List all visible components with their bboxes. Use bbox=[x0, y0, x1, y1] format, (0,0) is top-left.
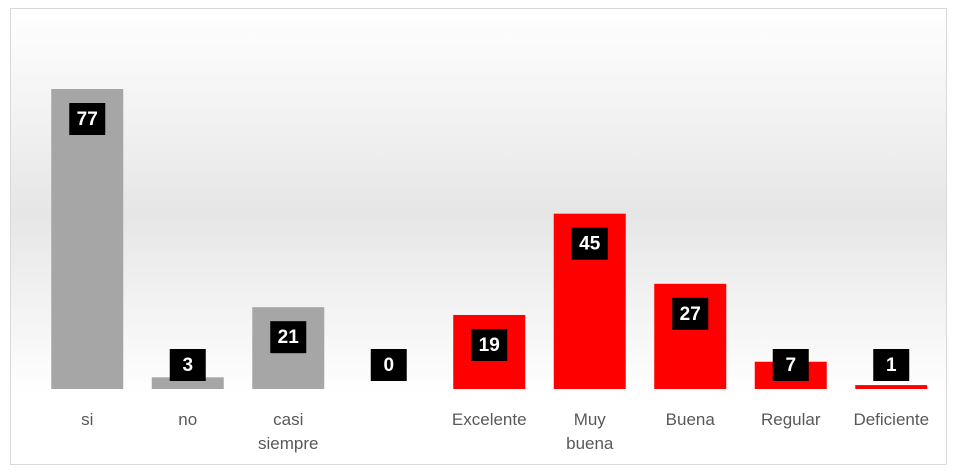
data-label: 21 bbox=[278, 327, 300, 348]
data-label-box bbox=[270, 321, 307, 354]
x-tick-label: si bbox=[81, 410, 94, 429]
data-label-box bbox=[672, 297, 709, 330]
data-label-box bbox=[69, 103, 106, 135]
x-tick-label: Muy buena bbox=[566, 410, 614, 453]
data-label: 77 bbox=[77, 109, 98, 130]
data-label: 7 bbox=[785, 355, 796, 376]
x-tick-label-box: Regular bbox=[741, 408, 841, 432]
plot-area bbox=[10, 8, 947, 465]
data-label: 0 bbox=[383, 355, 394, 376]
x-tick-label: no bbox=[178, 410, 198, 429]
x-tick-label: Buena bbox=[665, 410, 715, 429]
bar bbox=[51, 89, 124, 389]
x-tick-label: Excelente bbox=[451, 410, 527, 429]
data-label: 19 bbox=[479, 335, 500, 356]
data-label: 27 bbox=[680, 304, 701, 325]
data-label: 3 bbox=[182, 355, 193, 376]
x-tick-label: casi siempre bbox=[258, 410, 319, 453]
data-label-box bbox=[873, 349, 910, 381]
x-tick-label-box: Excelente bbox=[439, 408, 539, 432]
data-label-box bbox=[471, 328, 508, 361]
bar bbox=[151, 377, 224, 389]
x-tick-label-box: casi siempre bbox=[238, 408, 338, 456]
x-tick-label-box: no bbox=[138, 408, 238, 432]
data-label: 1 bbox=[886, 355, 897, 376]
data-label-box bbox=[772, 349, 809, 381]
x-tick-label-box: Muy buena bbox=[540, 408, 640, 456]
data-label-box bbox=[571, 227, 608, 260]
x-tick-label-box: Deficiente bbox=[841, 408, 941, 432]
x-tick-label-box: Buena bbox=[640, 408, 740, 432]
data-label-box bbox=[370, 349, 407, 381]
x-tick-label: Deficiente bbox=[853, 410, 930, 429]
x-tick-label: Regular bbox=[760, 410, 821, 429]
bar bbox=[855, 385, 928, 389]
data-label: 45 bbox=[579, 234, 601, 255]
x-tick-label-box: si bbox=[37, 408, 137, 432]
data-label-box bbox=[169, 349, 206, 381]
